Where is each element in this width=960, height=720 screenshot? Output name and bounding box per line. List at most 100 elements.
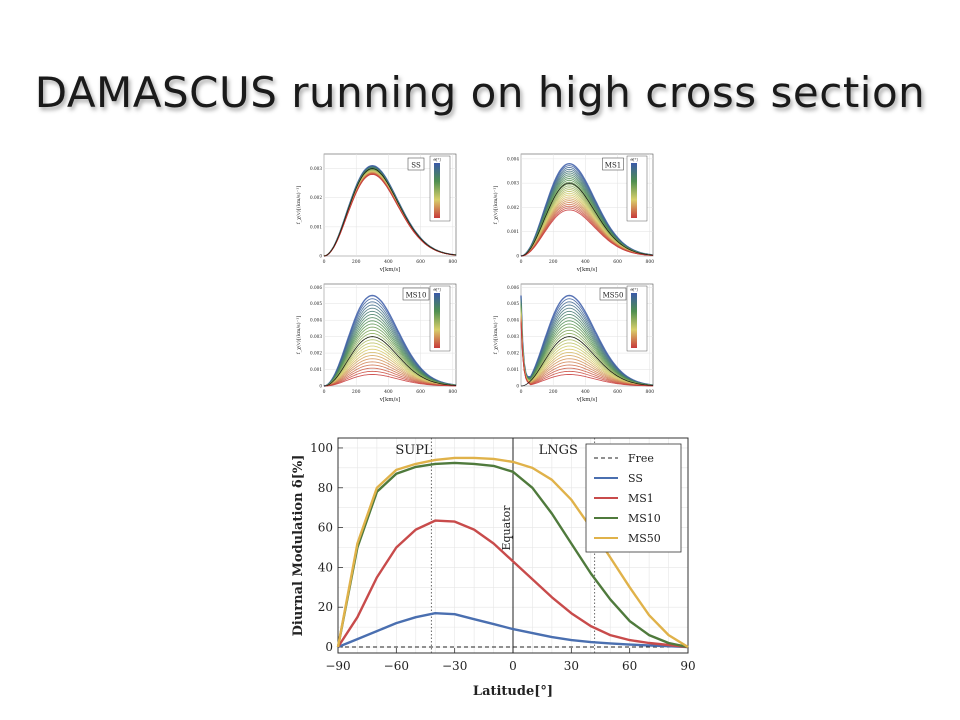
velocity-distribution-ms50-plot: 0 200 400 600 800 0 0.001 0.002 0.003 0.004 0.005 0… [491, 278, 685, 405]
y-tick-label: 0.003 [310, 334, 322, 339]
x-tick-label: 0 [323, 389, 326, 395]
free-curve [323, 336, 457, 387]
equator-label: Equator [500, 505, 513, 551]
panel-label-box [602, 157, 624, 171]
site-label: LNGS [539, 443, 578, 458]
colorbar [434, 293, 440, 348]
x-tick-label: 800 [645, 259, 654, 265]
velocity-plot-svg: 0 200 400 600 800 0 0.001 0.002 0.003 0.004 MS1 Θ[°… [492, 153, 654, 273]
x-tick-label: 800 [645, 389, 654, 395]
y-tick-label: 0.004 [507, 318, 519, 323]
series-line-ms50 [336, 456, 689, 649]
x-tick-label: 200 [352, 389, 361, 395]
y-tick-label: 0.001 [507, 367, 519, 372]
panel-label: MS50 [603, 292, 624, 300]
y-tick-label: 80 [318, 481, 333, 495]
theta-curve [324, 374, 457, 387]
panel-label-box [407, 157, 425, 171]
site-label: SUPL [395, 443, 433, 458]
y-tick-label: 0 [516, 384, 519, 389]
legend-label: SS [628, 472, 643, 485]
series-line-ms1 [336, 519, 689, 649]
y-tick-label: 100 [310, 441, 333, 455]
legend-label: MS10 [628, 512, 661, 525]
velocity-plot-svg: 0 200 400 600 800 0 0.001 0.002 0.003 0.004 0.005 0… [492, 283, 654, 403]
y-tick-label: 0 [319, 384, 322, 389]
x-tick-label: 400 [581, 389, 590, 395]
theta-curve [520, 322, 654, 387]
y-tick-label: 0.006 [310, 285, 322, 290]
x-tick-label: −30 [442, 659, 467, 673]
slide-title: DAMASCUS running on high cross section [34, 68, 926, 117]
y-tick-label: 0.001 [310, 367, 322, 372]
y-tick-label: 0 [325, 640, 333, 654]
free-curve [520, 182, 654, 257]
series-line-ss [337, 611, 689, 649]
colorbar [631, 163, 637, 218]
y-tick-label: 0.002 [507, 351, 519, 356]
y-tick-label: 0.004 [507, 156, 519, 161]
x-tick-label: −60 [384, 659, 409, 673]
theta-curve [520, 209, 654, 257]
x-tick-label: 0 [520, 389, 523, 395]
y-tick-label: 0.005 [507, 301, 519, 306]
panel-label-box [599, 287, 627, 301]
y-tick-label: 60 [318, 521, 333, 535]
x-tick-label: −90 [325, 659, 350, 673]
theta-curve [323, 173, 457, 257]
x-tick-label: 400 [384, 389, 393, 395]
y-tick-label: 0.004 [310, 318, 322, 323]
x-tick-label: 200 [549, 259, 558, 265]
velocity-plot-svg: 0 200 400 600 800 0 0.001 0.002 0.003 0.004 0.005 0… [295, 283, 457, 403]
x-axis-label: v[km/s] [379, 267, 401, 273]
y-tick-label: 40 [318, 560, 333, 574]
x-tick-label: 200 [549, 389, 558, 395]
y-tick-label: 20 [318, 600, 333, 614]
panel-label-box [402, 287, 430, 301]
free-curve [520, 336, 654, 387]
y-tick-label: 0.003 [310, 166, 322, 171]
x-tick-label: 0 [323, 259, 326, 265]
y-tick-label: 0 [516, 254, 519, 259]
y-tick-label: 0.003 [507, 181, 519, 186]
y-axis-label: f_χ(v)[(km/s)⁻¹] [295, 186, 302, 225]
y-axis-label: f_χ(v)[(km/s)⁻¹] [492, 316, 499, 355]
x-tick-label: 600 [416, 259, 425, 265]
x-tick-label: 60 [622, 659, 637, 673]
velocity-plot-svg: 0 200 400 600 800 0 0.001 0.002 0.003 SS Θ[°] v[km/… [295, 153, 457, 273]
x-tick-label: 800 [448, 259, 457, 265]
y-tick-label: 0.001 [310, 224, 322, 229]
y-tick-label: 0.002 [507, 205, 519, 210]
x-axis-label: v[km/s] [576, 397, 598, 403]
diurnal-plot-svg: −90 −60 −30 0 30 60 90 0 20 40 60 80 100 SUPL LNGS Equa… [291, 437, 696, 699]
y-tick-label: 0.001 [507, 229, 519, 234]
y-tick-label: 0.003 [507, 334, 519, 339]
x-tick-label: 400 [384, 259, 393, 265]
colorbar-label: Θ[°] [433, 288, 441, 292]
legend-label: Free [628, 452, 654, 465]
series-line-ms10 [336, 461, 689, 649]
x-tick-label: 0 [509, 659, 517, 673]
y-axis-label: f_χ(v)[(km/s)⁻¹] [492, 186, 499, 225]
x-tick-label: 600 [613, 389, 622, 395]
free-curve [323, 168, 457, 257]
x-axis-label: Latitude[°] [473, 684, 553, 699]
velocity-distribution-ms10-plot: 0 200 400 600 800 0 0.001 0.002 0.003 0.004 0.005 0… [294, 278, 488, 405]
y-tick-label: 0.005 [310, 301, 322, 306]
x-tick-label: 800 [448, 389, 457, 395]
y-tick-label: 0.002 [310, 351, 322, 356]
panel-label: MS10 [406, 292, 427, 300]
x-tick-label: 400 [581, 259, 590, 265]
x-tick-label: 600 [416, 389, 425, 395]
panel-label: MS1 [605, 162, 621, 170]
y-tick-label: 0 [319, 254, 322, 259]
x-tick-label: 0 [520, 259, 523, 265]
x-tick-label: 200 [352, 259, 361, 265]
x-tick-label: 30 [564, 659, 579, 673]
panel-label: SS [411, 162, 421, 170]
y-tick-label: 0.002 [310, 195, 322, 200]
legend-label: MS50 [628, 532, 661, 545]
diurnal-modulation-plot: −90 −60 −30 0 30 60 90 0 20 40 60 80 100 SUPL LNGS Equa… [286, 428, 700, 706]
velocity-distribution-ss-plot: 0 200 400 600 800 0 0.001 0.002 0.003 SS Θ[°] v[km/… [294, 148, 488, 275]
x-tick-label: 600 [613, 259, 622, 265]
